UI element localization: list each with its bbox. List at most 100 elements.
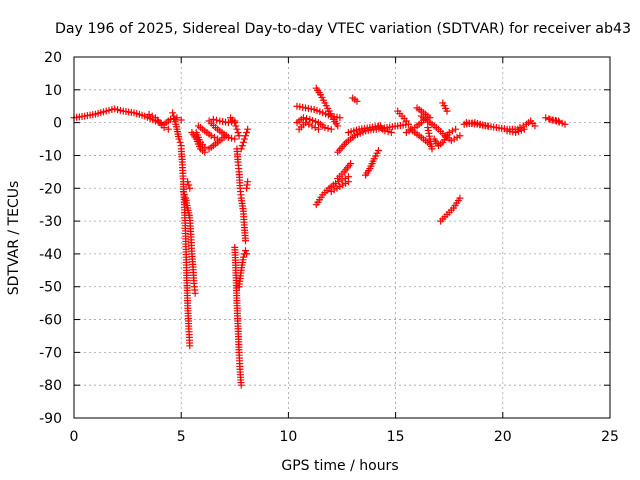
data-point: [299, 114, 307, 122]
data-point: [344, 178, 352, 186]
y-tick-label: -70: [39, 345, 62, 361]
data-point: [237, 145, 245, 153]
data-point: [335, 178, 343, 186]
data-point: [243, 128, 251, 136]
data-point: [170, 112, 178, 120]
data-point: [302, 119, 310, 127]
data-point: [176, 138, 184, 146]
data-point: [353, 97, 361, 105]
data-point: [160, 124, 168, 132]
data-point: [244, 178, 252, 186]
y-tick-label: -80: [39, 378, 62, 394]
data-point: [311, 124, 319, 132]
y-tick-label: 0: [53, 116, 62, 132]
data-point: [555, 117, 563, 125]
data-point: [242, 132, 250, 140]
data-point: [164, 125, 172, 133]
y-tick-label: 10: [44, 83, 62, 99]
data-point: [237, 381, 245, 389]
data-point: [228, 134, 236, 142]
y-axis-label: SDTVAR / TECUs: [6, 181, 22, 296]
data-point: [381, 127, 389, 135]
data-point: [184, 178, 192, 186]
x-tick-label: 5: [177, 429, 186, 445]
data-point: [169, 109, 177, 117]
data-point: [484, 122, 492, 130]
data-point: [243, 250, 251, 258]
y-tick-label: -60: [39, 313, 62, 329]
data-point: [244, 125, 252, 133]
data-point: [177, 116, 185, 124]
data-point: [185, 181, 193, 189]
data-point: [234, 128, 242, 136]
x-tick-label: 25: [601, 429, 619, 445]
axis-ticks: 0 5 10 15 20 25 -90 -80 -70 -60 -50 -40 -30 -20 -10 0 10…: [39, 50, 619, 445]
x-axis-label: GPS time / hours: [281, 458, 398, 474]
data-point: [336, 114, 344, 122]
data-point: [175, 135, 183, 143]
data-point: [443, 107, 451, 115]
data-point: [303, 115, 311, 123]
data-point: [228, 118, 236, 126]
y-tick-label: -20: [39, 181, 62, 197]
data-point: [148, 112, 156, 120]
data-point: [520, 125, 528, 133]
data-point: [213, 116, 221, 124]
data-point: [242, 247, 250, 255]
data-points: [70, 84, 569, 389]
x-tick-label: 0: [70, 429, 79, 445]
data-point: [145, 110, 153, 118]
data-point: [224, 119, 232, 127]
data-point: [201, 148, 209, 156]
chart-title: Day 196 of 2025, Sidereal Day-to-day VTE…: [55, 21, 631, 37]
data-point: [545, 115, 553, 123]
data-point: [445, 128, 453, 136]
data-point: [235, 132, 243, 140]
data-point: [179, 188, 187, 196]
data-point: [402, 117, 410, 125]
data-point: [448, 127, 456, 135]
data-point: [456, 132, 464, 140]
data-point: [374, 147, 382, 155]
data-point: [516, 124, 524, 132]
data-point: [314, 125, 322, 133]
y-tick-label: -50: [39, 280, 62, 296]
data-point: [327, 125, 335, 133]
data-point: [334, 122, 342, 130]
y-tick-label: -40: [39, 247, 62, 263]
data-point: [180, 191, 188, 199]
data-point: [240, 135, 248, 143]
data-point: [232, 122, 240, 130]
y-tick-label: 20: [44, 50, 62, 66]
data-point: [186, 342, 194, 350]
y-tick-label: -10: [39, 148, 62, 164]
data-point: [186, 184, 194, 192]
data-point: [426, 114, 434, 122]
data-point: [239, 253, 247, 261]
x-tick-label: 10: [279, 429, 297, 445]
data-point: [387, 128, 395, 136]
data-point: [428, 145, 436, 153]
data-point: [209, 115, 217, 123]
y-tick-label: -90: [39, 411, 62, 427]
data-point: [338, 176, 346, 184]
data-point: [347, 160, 355, 168]
data-point: [238, 142, 246, 150]
grid: [74, 57, 610, 418]
data-point: [332, 179, 340, 187]
data-point: [210, 133, 218, 141]
x-tick-label: 15: [387, 429, 405, 445]
data-point: [214, 135, 222, 143]
data-point: [384, 128, 392, 136]
plot-frame: [73, 56, 611, 419]
data-point: [207, 132, 215, 140]
data-point: [305, 120, 313, 128]
data-point: [233, 125, 241, 133]
data-point: [308, 122, 316, 130]
data-point: [224, 133, 232, 141]
data-point: [456, 194, 464, 202]
y-tick-label: -30: [39, 214, 62, 230]
data-point: [531, 122, 539, 130]
